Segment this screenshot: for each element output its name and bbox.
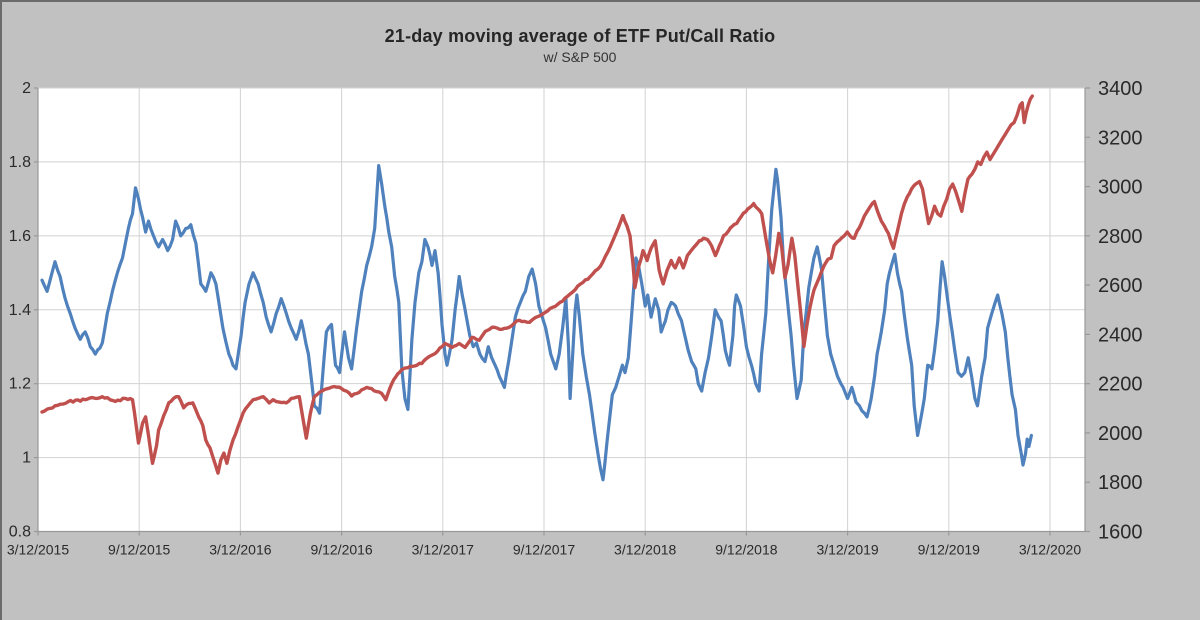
x-axis-label: 9/12/2015 <box>108 542 170 558</box>
right-axis-label: 2200 <box>1098 374 1143 396</box>
right-axis-label: 2800 <box>1098 226 1143 248</box>
x-axis-label: 3/12/2018 <box>614 542 676 558</box>
x-axis-label: 9/12/2017 <box>513 542 575 558</box>
left-axis-label: 1.4 <box>9 302 31 319</box>
x-axis-label: 3/12/2017 <box>412 542 474 558</box>
x-axis-label: 9/12/2019 <box>918 542 980 558</box>
left-axis-label: 1.8 <box>9 154 31 171</box>
x-axis-label: 3/12/2015 <box>7 542 69 558</box>
right-axis-label: 2600 <box>1098 275 1143 297</box>
right-axis-label: 1800 <box>1098 472 1143 494</box>
x-axis-label: 3/12/2016 <box>209 542 271 558</box>
left-axis-label: 0.8 <box>9 524 31 541</box>
sp500-line <box>40 94 1034 475</box>
left-axis-label: 1.6 <box>9 228 31 245</box>
x-axis-label: 3/12/2019 <box>816 542 878 558</box>
right-axis-label: 2000 <box>1098 423 1143 445</box>
right-axis-label: 2400 <box>1098 324 1143 346</box>
left-axis-label: 1.2 <box>9 376 31 393</box>
right-axis-label: 1600 <box>1098 522 1143 544</box>
right-axis-label: 3200 <box>1098 127 1143 149</box>
left-axis-label: 2 <box>22 80 31 97</box>
putcall-ratio-line <box>40 164 1033 482</box>
left-axis-label: 1 <box>22 450 31 467</box>
right-axis-label: 3000 <box>1098 177 1143 199</box>
x-axis-label: 3/12/2020 <box>1019 542 1081 558</box>
x-axis-label: 9/12/2016 <box>310 542 372 558</box>
right-axis-label: 3400 <box>1098 78 1143 100</box>
x-axis-label: 9/12/2018 <box>715 542 777 558</box>
